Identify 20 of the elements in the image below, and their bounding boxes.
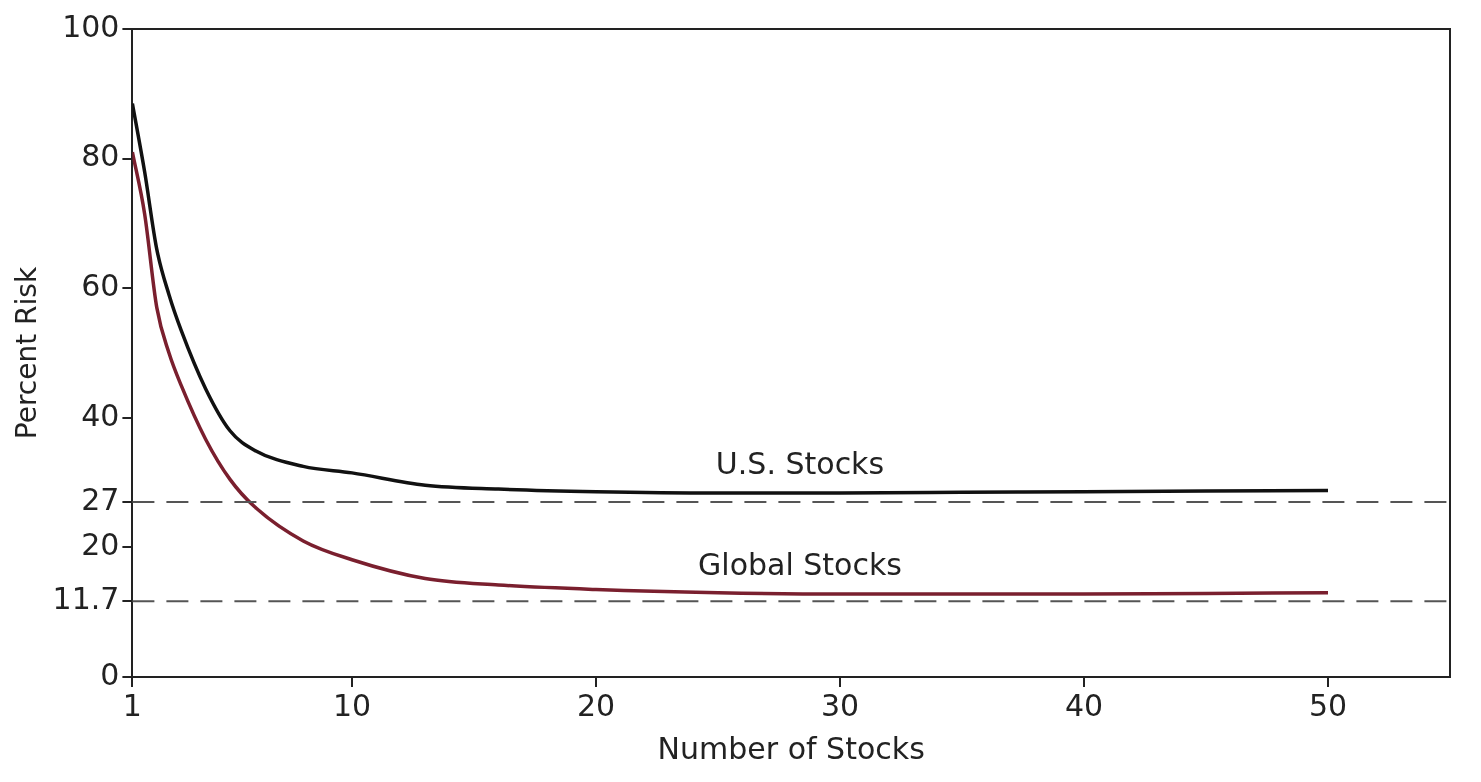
x-tick-label: 30 [820,687,860,723]
x-tick-label: 20 [576,687,616,723]
y-tick-label: 0 [100,656,120,692]
x-axis-title: Number of Stocks [657,730,925,766]
y-tick-label: 60 [81,268,120,303]
series-label: Global Stocks [698,546,902,582]
y-axis-title: Percent Risk [10,266,44,440]
y-tick-label: 80 [81,138,120,174]
y-tick-label: 27 [81,481,120,517]
x-tick-label: 1 [122,687,142,723]
y-tick-label: 100 [62,8,120,44]
line-series [132,150,1330,596]
line-series [132,101,1330,495]
series-label: U.S. Stocks [715,445,885,481]
y-tick-label: 40 [81,397,120,433]
x-tick-label: 50 [1308,687,1348,723]
x-tick-label: 40 [1064,687,1104,723]
y-tick-label: 11.7 [52,580,120,616]
x-tick-label: 10 [332,687,372,723]
y-tick-label: 20 [81,527,120,563]
